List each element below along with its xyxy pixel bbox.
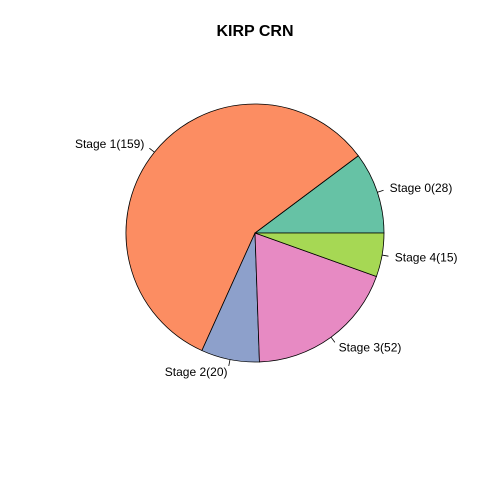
slice-label: Stage 1(159) [75, 137, 144, 151]
pie-slice [254, 232, 377, 363]
slice-label: Stage 3(52) [339, 341, 402, 355]
slice-label: Stage 4(15) [395, 250, 458, 264]
slice-label-tick [382, 254, 389, 257]
slice-label-tick [149, 147, 155, 153]
pie-slice [254, 232, 385, 278]
slice-label: Stage 2(20) [165, 365, 228, 379]
slice-label-tick [330, 336, 336, 343]
pie-labels: Stage 0(28) Stage 1(159) Stage 2(20) Stage … [75, 137, 458, 379]
slice-label-tick [228, 359, 231, 366]
pie-slices [125, 103, 385, 363]
slice-label: Stage 0(28) [390, 181, 453, 195]
slice-label-tick [377, 189, 384, 193]
chart-title: KIRP CRN [216, 23, 293, 40]
pie-slice [253, 155, 385, 234]
